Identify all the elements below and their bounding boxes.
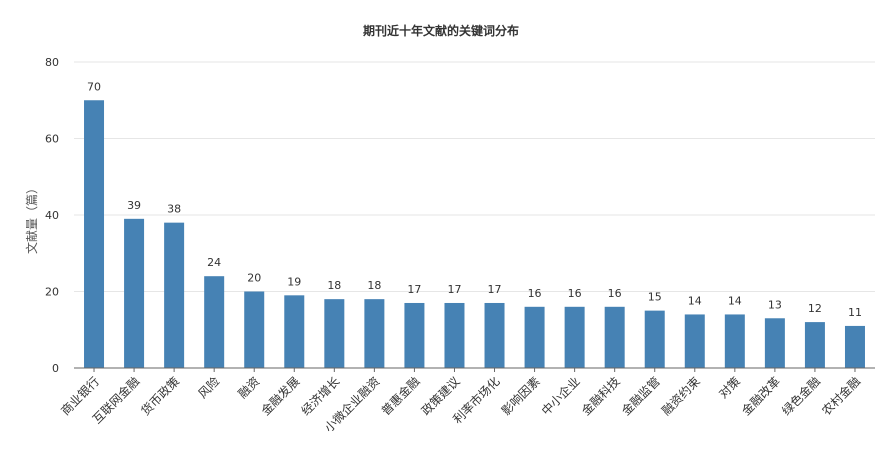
data-labels: 70 39 38 24 20 19 18 18 17 17 17 16 16 16 15 14 14 13 12 11 [87, 80, 862, 319]
data-label: 14 [728, 294, 742, 307]
bar [764, 318, 785, 368]
data-label: 24 [207, 256, 221, 269]
x-tick-label: 绿色金融 [778, 374, 823, 419]
bar [684, 314, 705, 368]
bar [404, 302, 425, 368]
bar [444, 302, 465, 368]
data-label: 17 [488, 283, 502, 296]
data-label: 16 [528, 287, 542, 300]
bar [644, 310, 665, 368]
x-tick-label: 风险 [195, 374, 223, 402]
data-label: 17 [407, 283, 421, 296]
data-label: 16 [608, 287, 622, 300]
data-label: 14 [688, 294, 702, 307]
data-label: 19 [287, 275, 301, 288]
bar [604, 306, 625, 368]
y-tick-label: 0 [52, 362, 59, 375]
x-tick-label: 金融监管 [618, 374, 663, 419]
x-tick-label: 货币政策 [138, 374, 183, 419]
x-tick-label: 金融改革 [738, 374, 783, 419]
data-label: 13 [768, 298, 782, 311]
bar [484, 302, 505, 368]
bar [564, 306, 585, 368]
bar [84, 100, 105, 368]
bar [844, 325, 865, 368]
y-tick-label: 60 [45, 133, 59, 146]
bar [804, 322, 825, 368]
x-tick-label: 中小企业 [538, 374, 583, 419]
x-tick-label: 融资约束 [658, 374, 703, 419]
x-tick-label: 融资 [235, 374, 262, 401]
x-tick-label: 影响因素 [498, 374, 543, 419]
data-label: 15 [648, 291, 662, 304]
bars [84, 100, 865, 368]
data-label: 17 [447, 283, 461, 296]
data-label: 38 [167, 203, 181, 216]
x-tick-label: 对策 [716, 374, 743, 401]
data-label: 20 [247, 272, 261, 285]
data-label: 12 [808, 302, 822, 315]
bar [164, 222, 185, 368]
y-tick-label: 80 [45, 56, 59, 69]
chart-title: 期刊近十年文献的关键词分布 [363, 23, 519, 38]
x-tick-label: 金融科技 [578, 374, 623, 419]
data-label: 18 [367, 279, 381, 292]
y-tick-label: 40 [45, 209, 59, 222]
x-tick-label: 普惠金融 [378, 374, 423, 419]
data-label: 11 [848, 306, 862, 319]
data-label: 39 [127, 199, 141, 212]
bar [724, 314, 745, 368]
x-tick-label: 农村金融 [819, 374, 864, 419]
bar [284, 295, 305, 368]
grid-lines [74, 61, 875, 292]
bar [204, 276, 225, 368]
data-label: 16 [568, 287, 582, 300]
bar [324, 299, 345, 368]
y-axis-label: 文献量（篇） [24, 182, 39, 254]
bar [364, 299, 385, 368]
bar [124, 218, 145, 368]
bar [524, 306, 545, 368]
data-label: 70 [87, 80, 101, 93]
y-tick-label: 20 [45, 286, 59, 299]
x-tick-label: 金融发展 [258, 374, 303, 419]
y-axis-ticks: 0 20 40 60 80 [45, 56, 59, 375]
data-label: 18 [327, 279, 341, 292]
bar [244, 291, 265, 368]
